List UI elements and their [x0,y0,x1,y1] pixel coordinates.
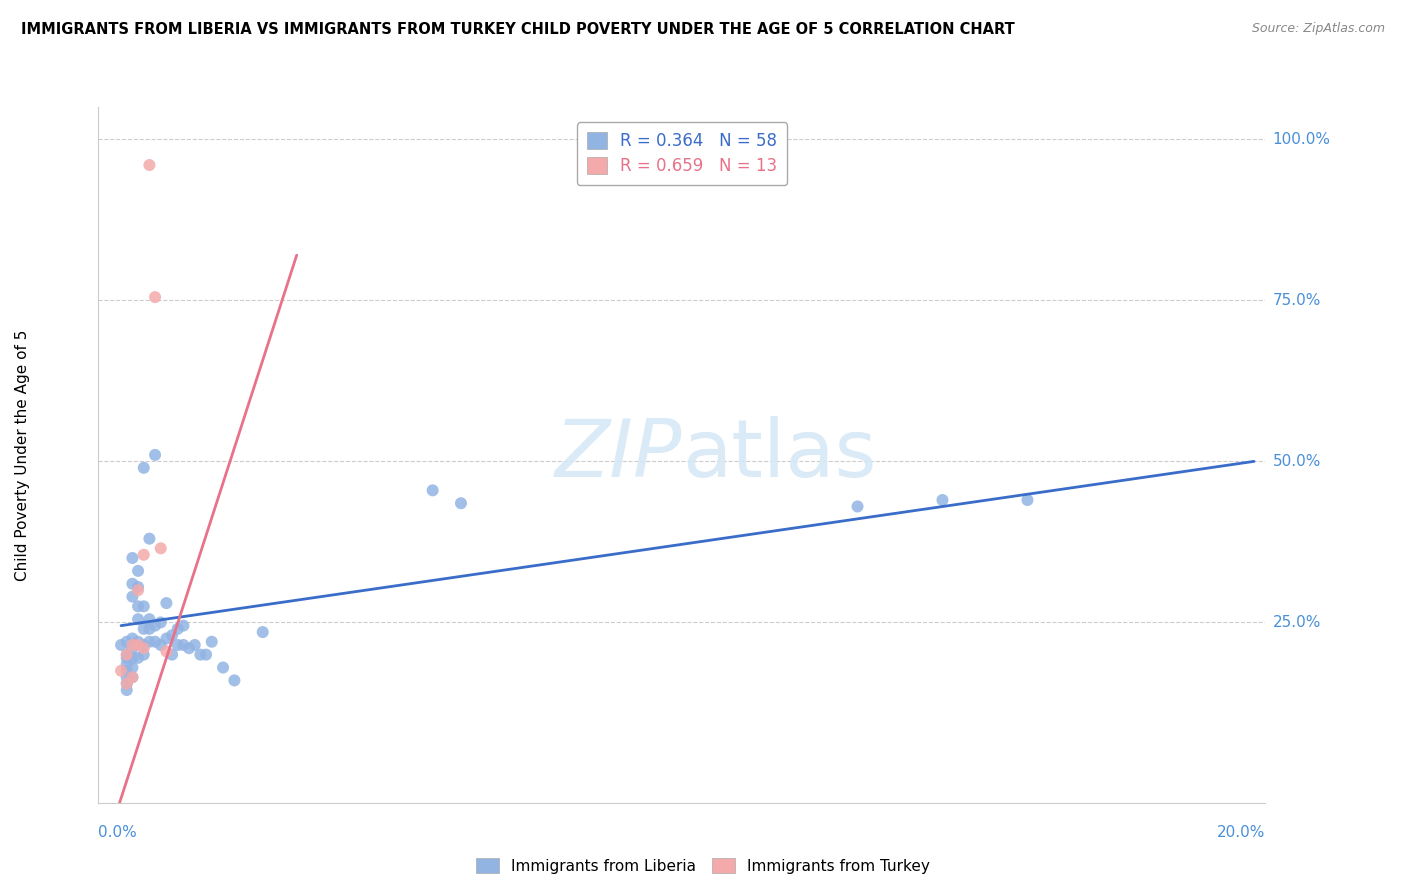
Point [115,651,138,665]
Point [160,648,183,662]
Point [138,158,160,172]
Legend: R = 0.364   N = 58, R = 0.659   N = 13: R = 0.364 N = 58, R = 0.659 N = 13 [576,122,787,186]
Point [132,641,155,656]
Point [132,622,155,636]
Text: ZIP: ZIP [554,416,682,494]
Point [127,583,149,598]
Point [160,628,183,642]
Point [155,596,177,610]
Point [132,548,155,562]
Point [177,641,200,656]
Point [149,615,172,630]
Point [132,460,155,475]
Point [132,599,155,614]
Point [127,612,149,626]
Text: 0.0%: 0.0% [98,825,138,840]
Point [143,290,166,304]
Point [127,599,149,614]
Point [132,638,155,652]
Point [115,664,138,678]
Text: Source: ZipAtlas.com: Source: ZipAtlas.com [1251,22,1385,36]
Point [195,648,218,662]
Text: 50.0%: 50.0% [1272,454,1320,469]
Point [127,638,149,652]
Point [1017,493,1039,508]
Point [149,638,172,652]
Point [172,638,194,652]
Point [121,576,143,591]
Point [183,638,205,652]
Point [121,638,143,652]
Point [121,590,143,604]
Point [155,632,177,646]
Point [121,670,143,684]
Point [166,622,188,636]
Point [132,648,155,662]
Point [846,500,869,514]
Point [115,676,138,690]
Point [201,634,224,648]
Point [115,657,138,672]
Point [190,648,212,662]
Point [110,664,132,678]
Point [166,638,188,652]
Point [138,634,160,648]
Text: atlas: atlas [682,416,876,494]
Point [212,660,235,674]
Point [110,638,132,652]
Point [121,670,143,684]
Point [121,641,143,656]
Point [121,551,143,566]
Point [121,632,143,646]
Point [931,493,953,508]
Text: 75.0%: 75.0% [1272,293,1320,308]
Point [138,612,160,626]
Point [138,532,160,546]
Point [138,622,160,636]
Point [143,448,166,462]
Legend: Immigrants from Liberia, Immigrants from Turkey: Immigrants from Liberia, Immigrants from… [470,852,936,880]
Point [143,634,166,648]
Point [115,648,138,662]
Point [149,541,172,556]
Text: 100.0%: 100.0% [1272,132,1330,147]
Point [143,618,166,632]
Point [115,648,138,662]
Point [127,564,149,578]
Point [121,651,143,665]
Point [224,673,246,688]
Text: 20.0%: 20.0% [1218,825,1265,840]
Point [450,496,472,510]
Point [127,580,149,594]
Text: Child Poverty Under the Age of 5: Child Poverty Under the Age of 5 [15,329,30,581]
Point [422,483,444,498]
Point [121,660,143,674]
Point [115,676,138,690]
Point [127,634,149,648]
Point [155,644,177,658]
Point [115,670,138,684]
Point [115,683,138,698]
Text: IMMIGRANTS FROM LIBERIA VS IMMIGRANTS FROM TURKEY CHILD POVERTY UNDER THE AGE OF: IMMIGRANTS FROM LIBERIA VS IMMIGRANTS FR… [21,22,1015,37]
Point [172,618,194,632]
Point [252,625,274,640]
Text: 25.0%: 25.0% [1272,615,1320,630]
Point [127,651,149,665]
Point [115,634,138,648]
